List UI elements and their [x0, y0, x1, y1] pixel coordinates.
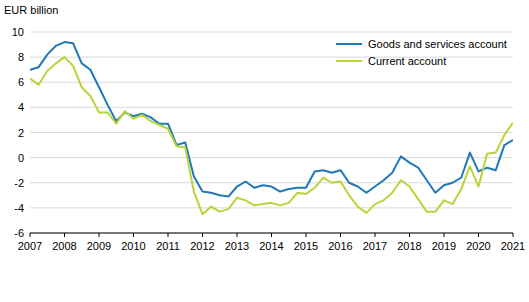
x-tick [306, 233, 307, 237]
x-tick-label: 2017 [363, 240, 387, 252]
grid-line [30, 182, 513, 183]
x-tick [202, 233, 203, 237]
x-tick-label: 2016 [328, 240, 352, 252]
x-tick-label: 2018 [397, 240, 421, 252]
y-tick-label: 6 [18, 76, 24, 88]
legend-label: Current account [368, 55, 446, 67]
x-tick [133, 233, 134, 237]
x-tick-label: 2014 [259, 240, 283, 252]
grid-line [30, 207, 513, 208]
legend: Goods and services account Current accoun… [336, 38, 507, 67]
x-tick [513, 233, 514, 237]
x-tick [478, 233, 479, 237]
x-tick [64, 233, 65, 237]
x-tick [444, 233, 445, 237]
x-tick-label: 2020 [466, 240, 490, 252]
x-tick-label: 2019 [432, 240, 456, 252]
x-tick-label: 2013 [225, 240, 249, 252]
y-tick-label: 2 [18, 127, 24, 139]
x-tick-label: 2011 [156, 240, 180, 252]
x-tick-label: 2012 [190, 240, 214, 252]
grid-line [30, 82, 513, 83]
series-line [30, 42, 513, 197]
x-tick-label: 2007 [18, 240, 42, 252]
y-axis-label: EUR billion [4, 4, 58, 16]
y-tick-label: -4 [14, 202, 24, 214]
y-tick-label: 8 [18, 51, 24, 63]
plot-area [30, 42, 513, 214]
x-tick [99, 233, 100, 237]
x-tick [271, 233, 272, 237]
x-tick [340, 233, 341, 237]
x-tick [409, 233, 410, 237]
y-tick-label: -2 [14, 177, 24, 189]
y-tick-label: 10 [12, 26, 24, 38]
grid-line [30, 107, 513, 108]
legend-swatch [336, 43, 362, 45]
legend-label: Goods and services account [368, 38, 507, 50]
y-tick-label: -6 [14, 227, 24, 239]
x-tick [30, 233, 31, 237]
grid-line [30, 132, 513, 133]
legend-swatch [336, 60, 362, 62]
x-tick [375, 233, 376, 237]
x-tick-label: 2008 [52, 240, 76, 252]
grid-line [30, 32, 513, 33]
y-tick-label: 0 [18, 152, 24, 164]
x-tick-label: 2021 [501, 240, 525, 252]
x-tick [237, 233, 238, 237]
series-line [30, 57, 513, 214]
x-tick-label: 2009 [87, 240, 111, 252]
x-tick-label: 2015 [294, 240, 318, 252]
chart: EUR billion -6 -4 -2 0 2 4 6 8 10 2007 2008 2009 2010… [0, 0, 529, 302]
y-tick-label: 4 [18, 101, 24, 113]
x-tick-label: 2010 [121, 240, 145, 252]
grid-line [30, 157, 513, 158]
x-tick [168, 233, 169, 237]
